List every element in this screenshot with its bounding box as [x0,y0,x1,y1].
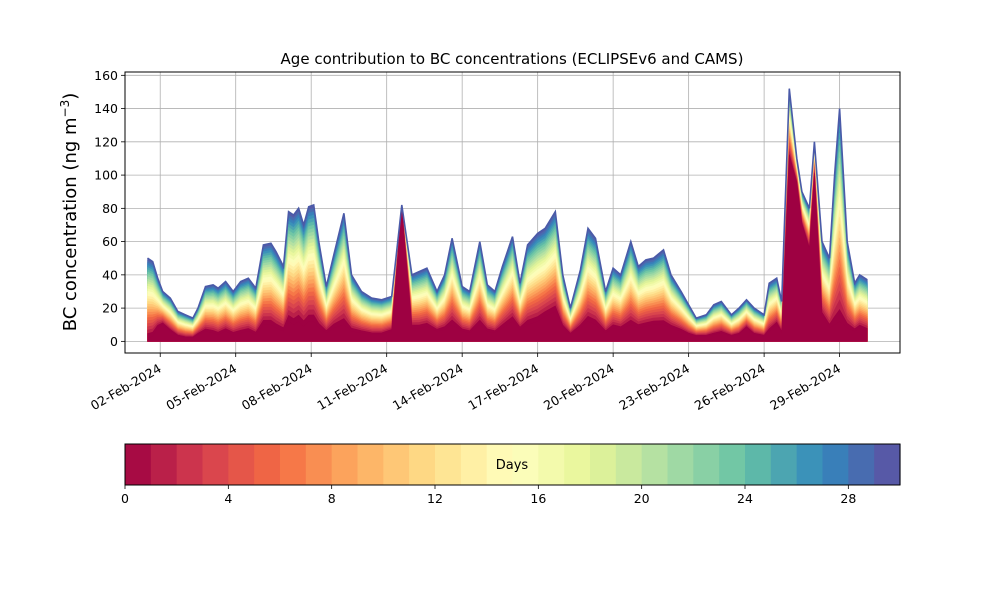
colorbar-tick-label: 12 [427,491,443,506]
colorbar-segment [822,444,849,485]
x-tick-label: 05-Feb-2024 [163,361,239,413]
colorbar-segment [615,444,643,485]
chart-title: Age contribution to BC concentrations (E… [281,50,744,68]
colorbar-segment [202,444,229,485]
colorbar-tick-label: 20 [634,491,650,506]
colorbar-segment [874,444,901,485]
colorbar-segment [435,444,462,485]
colorbar-segment [176,444,204,485]
colorbar-segment [486,444,514,485]
colorbar-frame [124,443,901,486]
y-tick-label: 160 [94,68,118,83]
y-axis-label-text: BC concentration (ng m [60,117,81,331]
colorbar-segment [641,444,669,485]
y-tick-label: 40 [102,267,118,282]
y-axis: 0 20 40 60 80 100 120 140 160 [94,68,125,349]
colorbar: 0 4 8 12 16 20 24 28 [121,443,901,506]
x-tick-label: 23-Feb-2024 [616,361,692,413]
colorbar-segment [383,444,410,485]
colorbar-tick-label: 24 [737,491,753,506]
colorbar-label: Days [496,458,529,473]
x-tick-label: 11-Feb-2024 [314,361,390,413]
colorbar-segment [564,444,591,485]
y-tick-label: 0 [110,334,118,349]
colorbar-segment [770,444,798,485]
colorbar-tick-label: 0 [121,491,129,506]
colorbar-segment [745,444,772,485]
colorbar-segment [667,444,694,485]
colorbar-segment [460,444,488,485]
x-tick-label: 29-Feb-2024 [767,361,843,413]
colorbar-segment [693,444,720,485]
colorbar-segment [331,444,359,485]
x-axis: 02-Feb-2024 05-Feb-2024 08-Feb-2024 11-Feb-… [88,353,843,413]
y-axis-label-close: ) [60,93,81,100]
y-tick-label: 100 [94,168,118,183]
colorbar-tick-label: 16 [530,491,546,506]
colorbar-tick-label: 4 [224,491,232,506]
stacked-areas [147,88,868,342]
colorbar-segment [357,444,384,485]
plot-frame [124,71,901,354]
y-axis-label-superscript: −3 [58,100,72,118]
colorbar-segment [848,444,875,485]
colorbar-segment [796,444,824,485]
y-tick-label: 20 [102,301,118,316]
y-tick-label: 80 [102,201,118,216]
y-tick-label: 60 [102,234,118,249]
x-tick-label: 08-Feb-2024 [239,361,315,413]
colorbar-segment [409,444,436,485]
colorbar-tick-label: 28 [840,491,856,506]
colorbar-tick-label: 8 [328,491,336,506]
total-outline [147,88,868,320]
x-tick-label: 26-Feb-2024 [692,361,768,413]
y-tick-label: 140 [94,101,118,116]
colorbar-segment [228,444,255,485]
colorbar-segment [719,444,746,485]
colorbar-segment [512,444,539,485]
x-tick-label: 20-Feb-2024 [541,361,617,413]
x-tick-label: 14-Feb-2024 [390,361,466,413]
colorbar-segment [590,444,617,485]
colorbar-segment [280,444,307,485]
colorbar-segment [150,444,178,485]
colorbar-segment [254,444,281,485]
y-tick-label: 120 [94,134,118,149]
x-tick-label: 17-Feb-2024 [465,361,541,413]
colorbar-segment [538,444,565,485]
age-layer-0 [147,158,868,342]
colorbar-segment [125,444,152,485]
y-axis-label: BC concentration (ng m−3) [58,93,81,332]
colorbar-segment [305,444,333,485]
x-tick-label: 02-Feb-2024 [88,361,164,413]
